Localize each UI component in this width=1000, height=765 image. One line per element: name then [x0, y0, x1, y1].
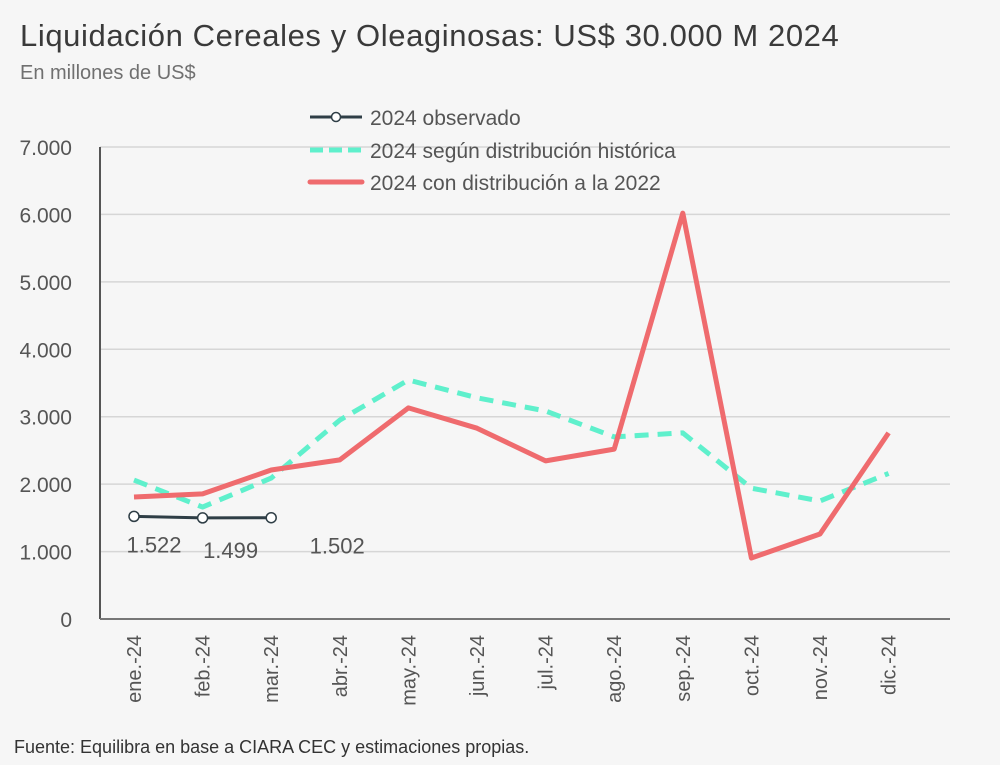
series-line-2024-seg-n-distribuci-n-hist-rica [133, 377, 890, 510]
axes [99, 147, 950, 620]
y-tick-label: 0 [60, 609, 72, 632]
data-label: 1.502 [310, 534, 365, 559]
y-tick-label: 6.000 [19, 204, 72, 227]
y-tick-label: 1.000 [19, 542, 72, 565]
x-tick-label: may.-24 [398, 635, 420, 706]
data-label: 1.522 [126, 532, 181, 557]
y-tick-label: 7.000 [19, 137, 72, 160]
x-tick-label: feb.-24 [193, 635, 215, 697]
x-tick-label: dic.-24 [879, 635, 901, 695]
x-tick-label: nov.-24 [810, 635, 832, 700]
chart-subtitle: En millones de US$ [20, 62, 196, 84]
x-tick-label: ago.-24 [604, 635, 626, 703]
x-tick-label: sep.-24 [673, 635, 695, 702]
x-tick-label: ene.-24 [124, 635, 146, 703]
data-point-marker [128, 510, 140, 523]
legend-label: 2024 con distribución a la 2022 [370, 172, 661, 195]
gridlines [100, 146, 950, 553]
y-axis-ticks: 0 1.000 2.000 3.000 4.000 5.000 6.000 7.000 [19, 137, 72, 632]
y-tick-label: 4.000 [19, 339, 72, 362]
x-tick-label: abr.-24 [330, 635, 352, 697]
data-point-marker [265, 511, 277, 524]
y-tick-label: 3.000 [19, 407, 72, 430]
y-tick-label: 2.000 [19, 474, 72, 497]
data-labels: 1.522 1.499 1.502 [126, 532, 364, 563]
x-tick-label: jul.-24 [536, 635, 558, 690]
source-note: Fuente: Equilibra en base a CIARA CEC y … [14, 737, 530, 757]
x-axis-ticks: ene.-24 feb.-24 mar.-24 abr.-24 may.-24 jun.-… [124, 635, 901, 706]
legend-label: 2024 según distribución histórica [370, 140, 676, 163]
legend: 2024 observado 2024 según distribución hi… [307, 107, 676, 195]
x-tick-label: oct.-24 [741, 635, 763, 696]
x-tick-label: jun.-24 [467, 635, 489, 697]
x-tick-label: mar.-24 [261, 635, 283, 703]
chart-title: Liquidación Cereales y Oleaginosas: US$ … [20, 18, 840, 53]
legend-label: 2024 observado [370, 107, 521, 130]
series-line-2024-con-distribuci-n-a-la-2022 [133, 210, 891, 561]
data-label: 1.499 [203, 538, 258, 563]
y-tick-label: 5.000 [19, 272, 72, 295]
legend-marker [330, 111, 342, 123]
data-point-marker [196, 512, 209, 524]
series-group [128, 210, 891, 561]
